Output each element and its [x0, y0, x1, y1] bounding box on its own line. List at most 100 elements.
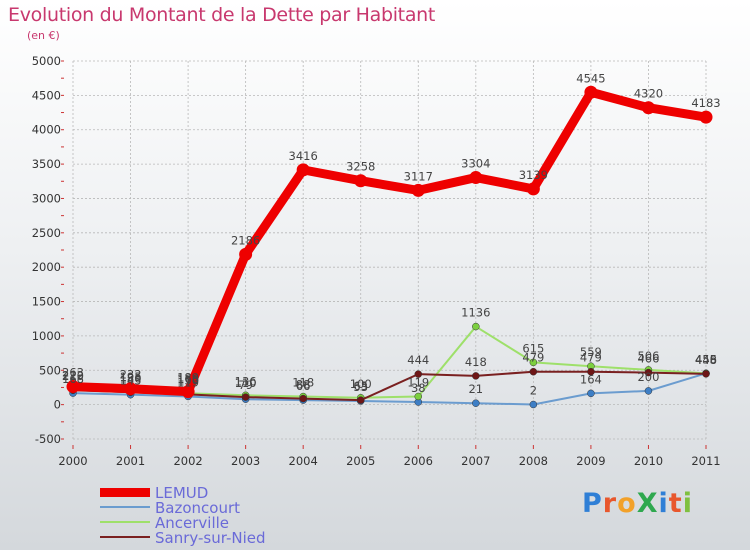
data-label: 479 [580, 351, 602, 365]
data-point [472, 322, 480, 331]
data-label: 418 [465, 355, 487, 369]
logo-letter: i [682, 488, 693, 519]
x-tick-label: 2008 [519, 454, 548, 468]
y-tick-label: 5000 [32, 54, 61, 68]
data-label: 3416 [289, 149, 318, 163]
chart-subtitle: (en €) [27, 29, 60, 42]
grid-layer [72, 60, 707, 440]
data-point [699, 110, 713, 124]
y-tick-label: 4500 [32, 88, 61, 102]
data-point [641, 101, 655, 115]
legend-swatch-bazoncourt [100, 506, 150, 508]
legend-item-sanry: Sanry-sur-Nied [100, 529, 320, 547]
x-tick-label: 2002 [173, 454, 202, 468]
data-label: 4183 [691, 96, 720, 110]
legend-item-bazoncourt: Bazoncourt [100, 499, 320, 517]
legend-swatch-sanry [100, 536, 150, 538]
logo-letter: o [617, 488, 637, 519]
data-point [239, 247, 253, 261]
data-label: 455 [695, 352, 717, 366]
data-point [584, 85, 598, 99]
data-point [529, 400, 538, 409]
legend-swatch-lemud [100, 488, 150, 497]
data-point [181, 385, 195, 399]
data-label: 222 [62, 368, 84, 382]
data-label: 150 [177, 373, 199, 387]
data-point [587, 389, 595, 398]
data-label: 448 [695, 353, 717, 367]
data-label: 479 [522, 351, 544, 365]
y-tick-label: 0 [54, 398, 61, 412]
series-line-bazoncourt [72, 372, 707, 406]
data-point [469, 171, 483, 185]
data-point [526, 182, 540, 196]
data-label: 456 [695, 352, 717, 366]
proxiti-logo: ProXiti [582, 488, 693, 519]
data-point [124, 382, 138, 396]
data-label: 3117 [404, 169, 433, 183]
data-label: 79 [238, 378, 253, 392]
data-point [644, 387, 653, 395]
logo-letter: r [602, 488, 618, 519]
data-point [414, 392, 423, 401]
legend-label-lemud: LEMUD [155, 484, 209, 502]
data-label: 145 [120, 374, 142, 388]
x-tick-label: 2011 [691, 454, 720, 468]
x-tick-label: 2010 [634, 454, 663, 468]
x-tick-label: 2000 [58, 454, 87, 468]
series-line-lemud [68, 87, 711, 397]
data-label: 164 [580, 372, 602, 386]
data-label: 110 [235, 376, 257, 390]
data-point [529, 358, 538, 367]
data-label: 2186 [231, 233, 260, 247]
data-label: 559 [580, 345, 602, 359]
data-point [296, 163, 310, 177]
data-point [702, 370, 710, 378]
data-point [354, 174, 368, 188]
data-label: 466 [637, 352, 659, 366]
axis-layer: -500 0 500 1000 1500 2000 2500 3000 3500 4000 4500… [32, 54, 721, 468]
legend-label-sanry: Sanry-sur-Nied [155, 529, 266, 547]
y-tick-label: 3500 [32, 157, 61, 171]
y-tick-label: 3000 [32, 191, 61, 205]
y-tick-label: 1500 [32, 295, 61, 309]
data-point [299, 394, 307, 403]
data-label: 210 [62, 369, 84, 383]
data-label: 180 [120, 371, 142, 385]
logo-letter: i [658, 488, 669, 519]
legend-label-ancerville: Ancerville [155, 514, 230, 532]
data-label: 119 [407, 375, 429, 389]
data-point [587, 367, 595, 376]
data-label: 166 [177, 372, 199, 386]
series-layer [66, 85, 713, 409]
data-point [356, 396, 365, 404]
x-tick-label: 2007 [461, 454, 490, 468]
data-label: 3139 [519, 168, 548, 182]
x-tick-label: 2001 [116, 454, 145, 468]
legend-swatch-ancerville [100, 521, 150, 523]
data-label: 38 [411, 381, 426, 395]
data-label: 263 [62, 366, 84, 380]
data-label: 200 [637, 370, 659, 384]
legend-label-bazoncourt: Bazoncourt [155, 499, 241, 517]
y-tick-label: 500 [39, 363, 61, 377]
logo-letter: t [668, 488, 683, 519]
data-point [241, 393, 250, 401]
chart-title: Evolution du Montant de la Dette par Hab… [8, 4, 436, 26]
y-tick-label: 4000 [32, 123, 61, 137]
data-label: 2 [530, 383, 537, 397]
data-label: 66 [296, 379, 311, 393]
data-point [644, 368, 653, 377]
data-label: 119 [177, 375, 199, 389]
data-label: 53 [353, 380, 368, 394]
logo-letter: X [636, 488, 659, 519]
data-label: 100 [350, 377, 372, 391]
x-tick-label: 2003 [231, 454, 260, 468]
data-label: 615 [522, 341, 544, 355]
data-label: 4545 [576, 71, 605, 85]
data-label: 118 [292, 376, 314, 390]
data-label: 232 [120, 368, 142, 382]
y-tick-label: 2000 [32, 260, 61, 274]
data-label: 168 [62, 372, 84, 386]
